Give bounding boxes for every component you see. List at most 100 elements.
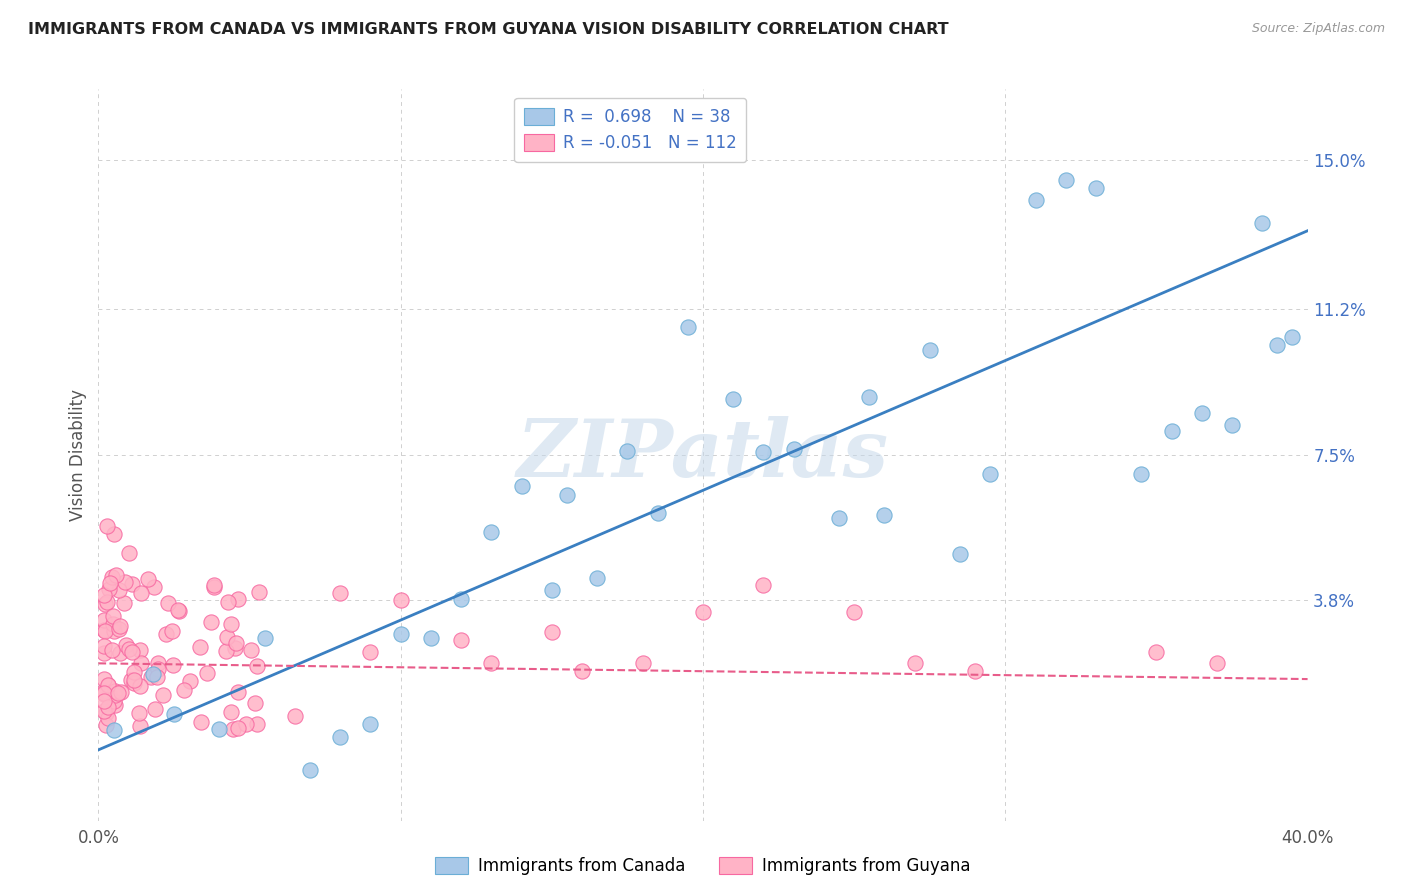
Point [979, 467, 1001, 481]
Point [1054, 173, 1077, 187]
Point [616, 444, 638, 458]
Point [253, 631, 276, 645]
Text: IMMIGRANTS FROM CANADA VS IMMIGRANTS FROM GUYANA VISION DISABILITY CORRELATION C: IMMIGRANTS FROM CANADA VS IMMIGRANTS FRO… [28, 22, 949, 37]
Point [904, 657, 927, 671]
Point [676, 320, 699, 334]
Point [94, 597, 117, 611]
Point [208, 722, 231, 736]
Point [190, 715, 212, 730]
Point [240, 643, 263, 657]
Point [128, 706, 150, 720]
Point [93, 673, 115, 687]
Point [160, 624, 183, 638]
Point [108, 619, 131, 633]
Point [225, 636, 247, 650]
Point [108, 646, 131, 660]
Point [152, 688, 174, 702]
Point [1130, 467, 1153, 482]
Point [299, 763, 322, 777]
Point [481, 524, 503, 539]
Point [112, 596, 135, 610]
Point [1024, 193, 1046, 207]
Point [103, 624, 125, 638]
Point [97, 678, 120, 692]
Point [329, 585, 352, 599]
Point [110, 685, 132, 699]
Point [219, 706, 242, 720]
Point [243, 696, 266, 710]
Point [329, 731, 352, 745]
Point [129, 656, 152, 670]
Point [420, 632, 443, 646]
Point [124, 673, 146, 687]
Point [139, 670, 162, 684]
Text: Source: ZipAtlas.com: Source: ZipAtlas.com [1251, 22, 1385, 36]
Point [481, 657, 503, 671]
Point [146, 669, 169, 683]
Point [163, 707, 186, 722]
Point [118, 546, 141, 560]
Point [389, 627, 412, 641]
Point [94, 706, 117, 721]
Point [101, 642, 124, 657]
Point [104, 683, 127, 698]
Point [631, 657, 654, 671]
Point [122, 665, 145, 680]
Point [360, 644, 382, 658]
Point [188, 640, 211, 654]
Point [121, 645, 143, 659]
Point [131, 586, 153, 600]
Point [179, 673, 201, 688]
Point [965, 664, 987, 678]
Point [103, 526, 125, 541]
Point [108, 622, 131, 636]
Point [752, 445, 775, 459]
Point [647, 507, 669, 521]
Point [143, 701, 166, 715]
Point [162, 657, 184, 672]
Point [105, 568, 128, 582]
Point [540, 624, 562, 639]
Point [219, 616, 242, 631]
Point [93, 704, 115, 718]
Point [104, 688, 127, 702]
Point [129, 643, 152, 657]
Point [1251, 216, 1274, 230]
Point [389, 593, 412, 607]
Point [246, 717, 269, 731]
Point [93, 685, 115, 699]
Point [222, 722, 245, 736]
Y-axis label: Vision Disability: Vision Disability [69, 389, 87, 521]
Point [202, 580, 225, 594]
Point [142, 667, 165, 681]
Point [202, 578, 225, 592]
Point [101, 570, 124, 584]
Point [93, 694, 115, 708]
Point [97, 700, 120, 714]
Point [173, 682, 195, 697]
Point [128, 679, 150, 693]
Point [103, 694, 125, 708]
Point [215, 630, 238, 644]
Point [360, 717, 382, 731]
Point [96, 711, 118, 725]
Point [103, 608, 125, 623]
Point [752, 577, 775, 591]
Point [555, 488, 578, 502]
Point [224, 640, 246, 655]
Point [226, 721, 249, 735]
Point [217, 594, 239, 608]
Legend: R =  0.698    N = 38, R = -0.051   N = 112: R = 0.698 N = 38, R = -0.051 N = 112 [515, 97, 747, 162]
Point [103, 723, 125, 738]
Point [450, 591, 472, 606]
Point [121, 577, 143, 591]
Point [128, 719, 150, 733]
Point [94, 624, 117, 638]
Point [1206, 657, 1229, 671]
Point [93, 687, 115, 701]
Point [104, 698, 127, 712]
Point [167, 603, 190, 617]
Point [235, 716, 257, 731]
Point [98, 687, 121, 701]
Point [692, 605, 714, 619]
